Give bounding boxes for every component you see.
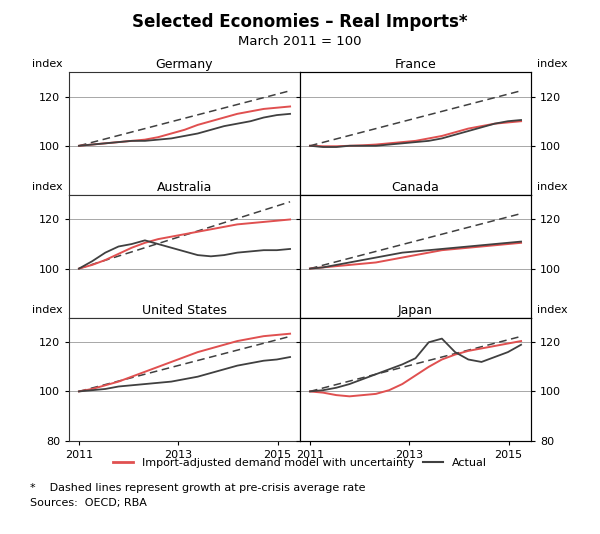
- Title: Germany: Germany: [156, 58, 213, 71]
- Text: March 2011 = 100: March 2011 = 100: [238, 35, 362, 48]
- Text: Selected Economies – Real Imports*: Selected Economies – Real Imports*: [132, 13, 468, 32]
- Text: index: index: [537, 59, 568, 69]
- Text: index: index: [537, 182, 568, 192]
- Text: index: index: [32, 182, 63, 192]
- Text: Sources:  OECD; RBA: Sources: OECD; RBA: [30, 498, 147, 508]
- Title: Canada: Canada: [392, 180, 439, 194]
- Title: Australia: Australia: [157, 180, 212, 194]
- Text: index: index: [32, 59, 63, 69]
- Text: index: index: [32, 305, 63, 315]
- Title: Japan: Japan: [398, 303, 433, 317]
- Text: index: index: [537, 305, 568, 315]
- Legend: Import-adjusted demand model with uncertainty, Actual: Import-adjusted demand model with uncert…: [109, 453, 491, 473]
- Text: *    Dashed lines represent growth at pre-crisis average rate: * Dashed lines represent growth at pre-c…: [30, 483, 365, 493]
- Title: United States: United States: [142, 303, 227, 317]
- Title: France: France: [395, 58, 436, 71]
